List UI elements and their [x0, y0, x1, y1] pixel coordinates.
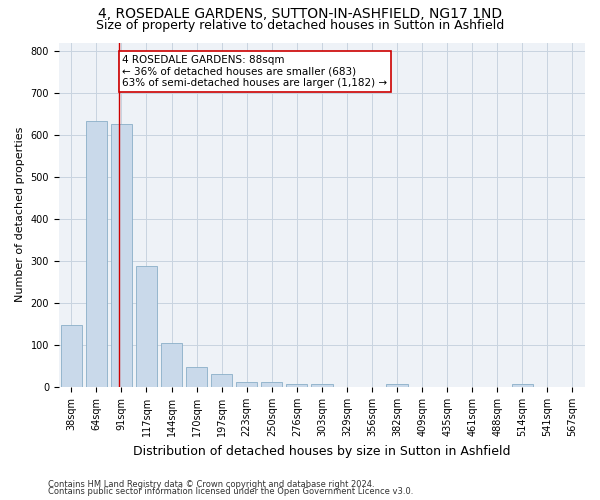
Bar: [261, 382, 283, 387]
Bar: [236, 382, 257, 387]
Bar: [211, 374, 232, 387]
Text: Contains public sector information licensed under the Open Government Licence v3: Contains public sector information licen…: [48, 487, 413, 496]
Bar: [136, 266, 157, 387]
Text: Size of property relative to detached houses in Sutton in Ashfield: Size of property relative to detached ho…: [96, 19, 504, 32]
Bar: [161, 344, 182, 387]
Bar: [286, 384, 307, 387]
Text: 4, ROSEDALE GARDENS, SUTTON-IN-ASHFIELD, NG17 1ND: 4, ROSEDALE GARDENS, SUTTON-IN-ASHFIELD,…: [98, 8, 502, 22]
Bar: [186, 368, 207, 387]
Bar: [61, 325, 82, 387]
Bar: [512, 384, 533, 387]
X-axis label: Distribution of detached houses by size in Sutton in Ashfield: Distribution of detached houses by size …: [133, 444, 511, 458]
Y-axis label: Number of detached properties: Number of detached properties: [15, 127, 25, 302]
Bar: [386, 384, 408, 387]
Text: 4 ROSEDALE GARDENS: 88sqm
← 36% of detached houses are smaller (683)
63% of semi: 4 ROSEDALE GARDENS: 88sqm ← 36% of detac…: [122, 55, 388, 88]
Text: Contains HM Land Registry data © Crown copyright and database right 2024.: Contains HM Land Registry data © Crown c…: [48, 480, 374, 489]
Bar: [311, 384, 332, 387]
Bar: [86, 122, 107, 387]
Bar: [111, 124, 132, 387]
